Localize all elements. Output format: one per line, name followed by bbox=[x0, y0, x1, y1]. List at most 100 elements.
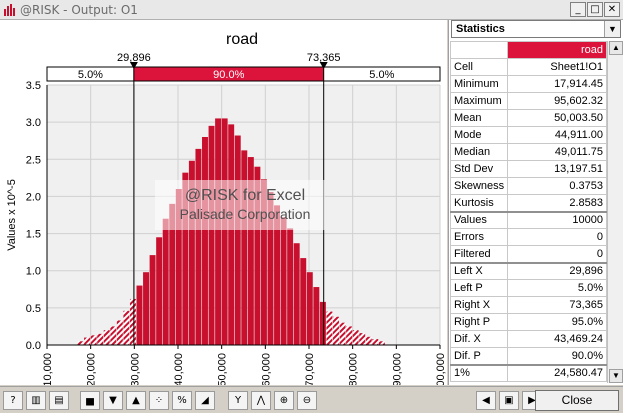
stats-key: Left P bbox=[449, 279, 509, 297]
right-delimiter-handle bbox=[319, 62, 328, 69]
y-axis-ticks: 0.0 0.5 1.0 1.5 2.0 2.5 3.0 3.5 bbox=[26, 80, 48, 352]
histogram-bar bbox=[313, 287, 320, 345]
right-x-delimiter-label: 73,365 bbox=[307, 52, 341, 64]
histogram-bar bbox=[346, 326, 353, 345]
histogram-bar bbox=[247, 157, 254, 345]
histogram-bar bbox=[90, 335, 97, 345]
histogram-bar bbox=[169, 203, 176, 345]
stats-key: Maximum bbox=[449, 92, 509, 110]
histogram-bar bbox=[365, 336, 372, 345]
stats-key: Kurtosis bbox=[449, 194, 509, 212]
band-right-label: 5.0% bbox=[369, 69, 394, 81]
stats-key: Dif. P bbox=[449, 347, 509, 365]
stats-row: Skewness 0.3753 bbox=[449, 177, 607, 195]
funnel-icon[interactable]: Y bbox=[228, 391, 248, 410]
histogram-bar bbox=[221, 118, 228, 345]
left-x-delimiter-label: 29,896 bbox=[117, 52, 151, 64]
histogram-bar bbox=[195, 148, 202, 345]
left-delimiter-handle bbox=[129, 62, 138, 69]
scroll-down-icon[interactable]: ▼ bbox=[609, 369, 623, 383]
stats-key: Values bbox=[449, 210, 509, 229]
stats-row: Filtered 0 bbox=[449, 245, 607, 263]
histogram-bar bbox=[175, 189, 182, 345]
band-left-label: 5.0% bbox=[78, 69, 103, 81]
distribution-chart[interactable]: road 5.0% 90.0% 5.0% 29,896 73,365 0.0 0.… bbox=[0, 20, 447, 393]
histogram-bar bbox=[208, 125, 215, 345]
chevron-down-icon[interactable]: ▼ bbox=[604, 21, 620, 37]
filter-icon[interactable]: ▼ bbox=[103, 391, 123, 410]
stats-key: Right X bbox=[449, 296, 509, 314]
help-icon[interactable]: ? bbox=[3, 391, 23, 410]
x-tick-label: 100,000 bbox=[435, 353, 447, 385]
histogram-bar bbox=[116, 320, 123, 345]
histogram-bar bbox=[97, 333, 104, 345]
x-tick-label: 80,000 bbox=[348, 353, 360, 385]
stats-corner-cell bbox=[449, 41, 509, 59]
histogram-bar bbox=[182, 172, 189, 345]
statistics-table: road Cell Sheet1!O1 Minimum 17,914.45 Maximu… bbox=[449, 41, 607, 382]
x-tick-label: 60,000 bbox=[260, 353, 272, 385]
x-tick-label: 10,000 bbox=[42, 353, 54, 385]
stats-value: 5.0% bbox=[507, 279, 607, 297]
stats-key: Errors bbox=[449, 228, 509, 246]
stats-key: Dif. X bbox=[449, 330, 509, 348]
bottom-toolbar: ? ▥ ▤ ▅ ▼ ▲ ⁘ % ◢ Y ⋀ ⊕ ⊖ ◀ ▣ ▶ Close bbox=[0, 386, 623, 413]
histogram-icon[interactable]: ▅ bbox=[80, 391, 100, 410]
histogram-bar bbox=[162, 218, 169, 345]
histogram-bar bbox=[267, 191, 274, 345]
risk-app-icon bbox=[4, 4, 15, 16]
fit-icon[interactable]: ◢ bbox=[195, 391, 215, 410]
stats-value: 24,580.47 bbox=[507, 363, 607, 382]
zoom-out-icon[interactable]: ⊖ bbox=[297, 391, 317, 410]
y-tick-label: 0.5 bbox=[26, 303, 41, 315]
previous-icon[interactable]: ◀ bbox=[476, 391, 496, 410]
copy-report-icon[interactable]: ▤ bbox=[49, 391, 69, 410]
y-tick-label: 0.0 bbox=[26, 340, 41, 352]
stats-value: 90.0% bbox=[507, 347, 607, 365]
histogram-bar bbox=[123, 310, 130, 345]
overlay-icon[interactable]: ▲ bbox=[126, 391, 146, 410]
stats-key: Mode bbox=[449, 126, 509, 144]
histogram-bar bbox=[326, 311, 333, 345]
histogram-bar bbox=[110, 326, 117, 345]
statistics-dropdown[interactable]: Statistics ▼ bbox=[451, 20, 621, 38]
close-button[interactable]: Close bbox=[535, 390, 619, 411]
histogram-bar bbox=[378, 341, 385, 345]
histogram-bar bbox=[77, 341, 84, 345]
histogram-bars bbox=[77, 118, 385, 345]
graph-window-icon[interactable]: ▣ bbox=[499, 391, 519, 410]
stats-key: Filtered bbox=[449, 245, 509, 263]
x-tick-label: 70,000 bbox=[304, 353, 316, 385]
stats-value: 44,911.00 bbox=[507, 126, 607, 144]
window-title: @RISK - Output: O1 bbox=[20, 3, 138, 17]
scroll-up-icon[interactable]: ▲ bbox=[609, 41, 623, 55]
statistics-dropdown-label: Statistics bbox=[456, 23, 505, 35]
watermark-line1: @RISK for Excel bbox=[185, 187, 305, 204]
stats-row: Left X 29,896 bbox=[449, 261, 607, 280]
chart-title: road bbox=[226, 31, 258, 48]
histogram-bar bbox=[274, 205, 281, 345]
maximize-button[interactable]: □ bbox=[587, 2, 603, 17]
stats-row: Kurtosis 2.8583 bbox=[449, 194, 607, 212]
stats-value: 10000 bbox=[507, 210, 607, 229]
stats-value: 73,365 bbox=[507, 296, 607, 314]
distribution-icon[interactable]: ⋀ bbox=[251, 391, 271, 410]
stats-key: Skewness bbox=[449, 177, 509, 195]
histogram-bar bbox=[319, 301, 326, 345]
scatter-icon[interactable]: ⁘ bbox=[149, 391, 169, 410]
chart-type-icon[interactable]: ▥ bbox=[26, 391, 46, 410]
watermark-backdrop bbox=[155, 180, 325, 230]
histogram-bar bbox=[260, 179, 267, 345]
close-window-button[interactable]: ✕ bbox=[604, 2, 620, 17]
minimize-button[interactable]: _ bbox=[570, 2, 586, 17]
stats-value: 49,011.75 bbox=[507, 143, 607, 161]
stats-key: Left X bbox=[449, 261, 509, 280]
percent-icon[interactable]: % bbox=[172, 391, 192, 410]
stats-value: 29,896 bbox=[507, 261, 607, 280]
stats-key: Std Dev bbox=[449, 160, 509, 178]
histogram-bar bbox=[234, 135, 241, 345]
histogram-bar bbox=[149, 255, 156, 345]
statistics-scrollbar[interactable]: ▲ ▼ bbox=[607, 41, 623, 383]
zoom-in-icon[interactable]: ⊕ bbox=[274, 391, 294, 410]
